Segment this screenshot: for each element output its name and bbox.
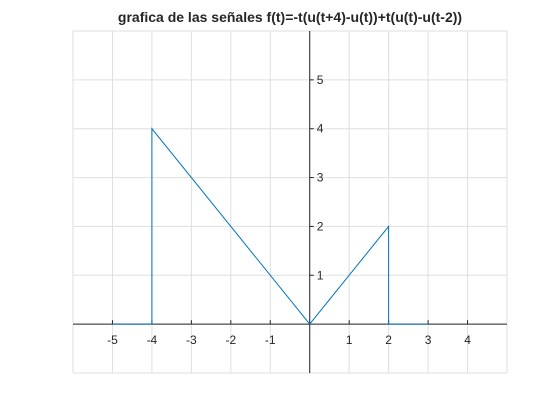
y-tick-label: 3 [317, 171, 324, 185]
chart-title: grafica de las señales f(t)=-t(u(t+4)-u(… [117, 9, 463, 25]
y-tick-label: 4 [317, 122, 324, 136]
x-tick-label: 1 [346, 333, 353, 347]
y-tick-label: 2 [317, 219, 324, 233]
y-tick-label: 1 [317, 268, 324, 282]
x-tick-label: -3 [186, 333, 197, 347]
x-tick-label: -2 [225, 333, 236, 347]
x-tick-label: 3 [425, 333, 432, 347]
x-tick-label: 2 [385, 333, 392, 347]
x-tick-label: -4 [147, 333, 158, 347]
series-line [112, 127, 429, 325]
x-tick-label: -5 [107, 333, 118, 347]
y-tick-label: 5 [317, 73, 324, 87]
x-tick-label: 4 [464, 333, 471, 347]
x-tick-label: -1 [265, 333, 276, 347]
